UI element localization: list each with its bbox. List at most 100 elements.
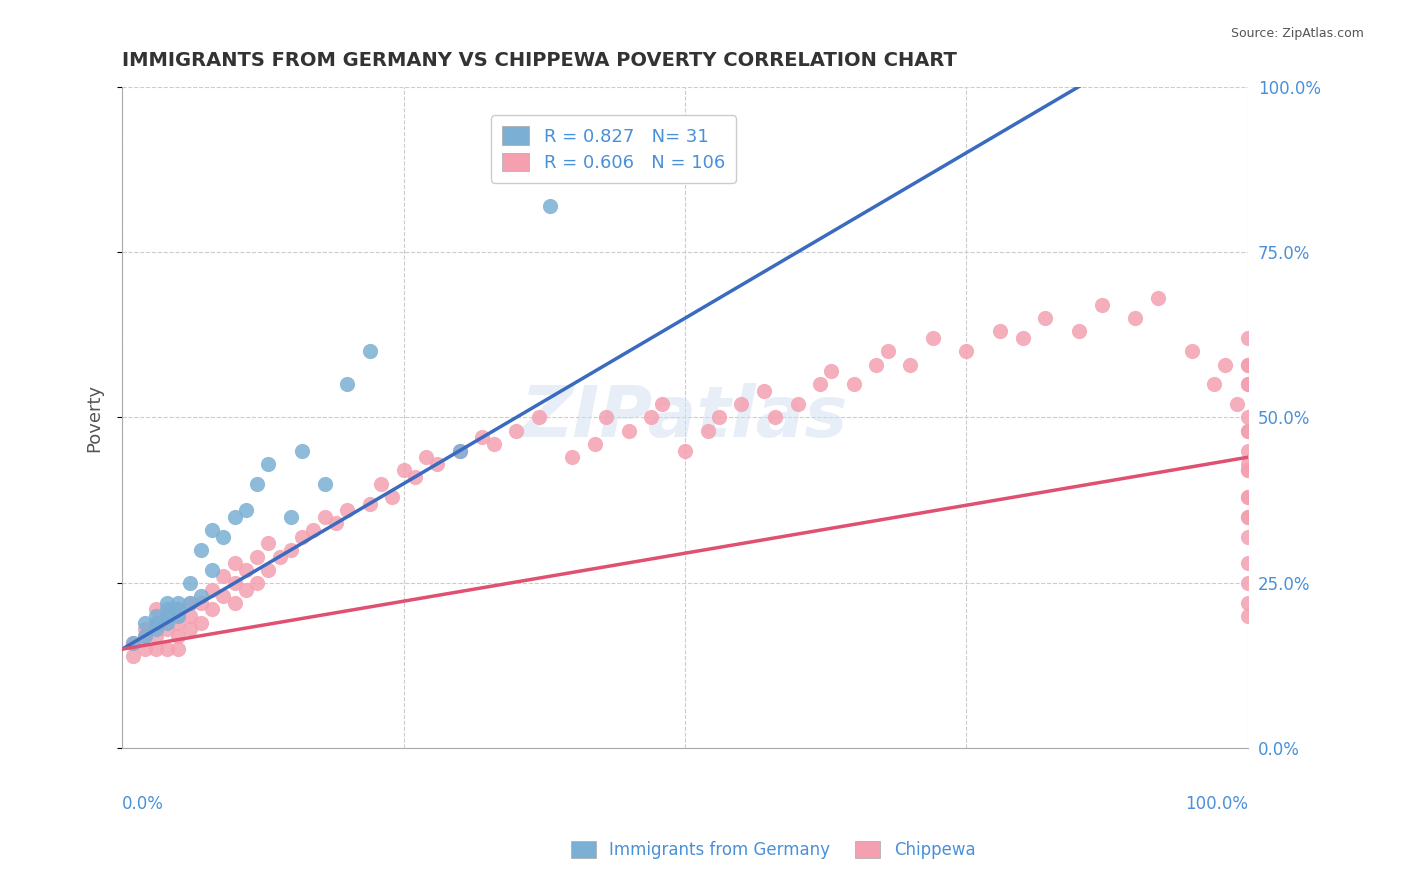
Point xyxy=(786,397,808,411)
Point xyxy=(370,476,392,491)
Point xyxy=(179,623,201,637)
Point xyxy=(752,384,775,398)
Point xyxy=(212,589,235,603)
Point xyxy=(595,410,617,425)
Point xyxy=(156,596,179,610)
Point xyxy=(156,615,179,630)
Point xyxy=(1125,311,1147,326)
Point xyxy=(314,476,336,491)
Point xyxy=(1237,490,1260,504)
Point xyxy=(1237,530,1260,544)
Point xyxy=(156,602,179,616)
Point xyxy=(1237,377,1260,392)
Point xyxy=(1237,609,1260,624)
Point xyxy=(449,443,471,458)
Point xyxy=(224,596,246,610)
Point xyxy=(201,563,224,577)
Point xyxy=(1237,509,1260,524)
Point xyxy=(167,615,190,630)
Point xyxy=(1237,596,1260,610)
Point xyxy=(201,602,224,616)
Point xyxy=(224,576,246,591)
Point xyxy=(876,344,898,359)
Point xyxy=(134,642,156,657)
Point xyxy=(145,642,167,657)
Point xyxy=(1204,377,1226,392)
Point xyxy=(1237,410,1260,425)
Point xyxy=(392,463,415,477)
Point xyxy=(561,450,583,465)
Point xyxy=(538,199,561,213)
Point xyxy=(763,410,786,425)
Point xyxy=(212,530,235,544)
Point xyxy=(471,430,494,444)
Point xyxy=(426,457,449,471)
Point xyxy=(190,615,212,630)
Point xyxy=(1237,358,1260,372)
Point xyxy=(280,509,302,524)
Point xyxy=(583,437,606,451)
Point xyxy=(336,377,359,392)
Point xyxy=(167,629,190,643)
Point xyxy=(145,615,167,630)
Point xyxy=(156,609,179,624)
Point xyxy=(921,331,943,345)
Point xyxy=(808,377,831,392)
Point xyxy=(1237,443,1260,458)
Point xyxy=(673,443,696,458)
Point xyxy=(359,344,381,359)
Point xyxy=(449,443,471,458)
Point xyxy=(179,596,201,610)
Point xyxy=(707,410,730,425)
Point xyxy=(1237,463,1260,477)
Point xyxy=(257,563,280,577)
Point xyxy=(617,424,640,438)
Point xyxy=(224,509,246,524)
Point xyxy=(122,635,145,649)
Point xyxy=(1237,358,1260,372)
Point xyxy=(156,642,179,657)
Point xyxy=(190,589,212,603)
Point xyxy=(1237,457,1260,471)
Y-axis label: Poverty: Poverty xyxy=(86,384,103,451)
Point xyxy=(156,623,179,637)
Point xyxy=(134,629,156,643)
Point xyxy=(505,424,527,438)
Legend: R = 0.827   N= 31, R = 0.606   N = 106: R = 0.827 N= 31, R = 0.606 N = 106 xyxy=(491,115,735,183)
Point xyxy=(167,596,190,610)
Point xyxy=(201,523,224,537)
Point xyxy=(246,476,269,491)
Point xyxy=(291,443,314,458)
Point xyxy=(257,457,280,471)
Point xyxy=(988,325,1011,339)
Point xyxy=(1237,424,1260,438)
Point xyxy=(1011,331,1033,345)
Point xyxy=(134,623,156,637)
Point xyxy=(235,563,257,577)
Point xyxy=(1237,490,1260,504)
Point xyxy=(246,576,269,591)
Point xyxy=(1181,344,1204,359)
Point xyxy=(257,536,280,550)
Text: 0.0%: 0.0% xyxy=(122,795,165,813)
Point xyxy=(235,582,257,597)
Point xyxy=(898,358,921,372)
Point xyxy=(224,556,246,570)
Point xyxy=(314,509,336,524)
Point xyxy=(122,635,145,649)
Point xyxy=(325,516,347,531)
Point xyxy=(1147,291,1170,305)
Point xyxy=(1067,325,1090,339)
Point xyxy=(145,615,167,630)
Point xyxy=(336,503,359,517)
Point xyxy=(145,602,167,616)
Point xyxy=(1237,424,1260,438)
Point xyxy=(179,576,201,591)
Point xyxy=(246,549,269,564)
Point xyxy=(1091,298,1114,312)
Point xyxy=(179,609,201,624)
Point xyxy=(640,410,662,425)
Point xyxy=(730,397,752,411)
Point xyxy=(167,602,190,616)
Point xyxy=(415,450,437,465)
